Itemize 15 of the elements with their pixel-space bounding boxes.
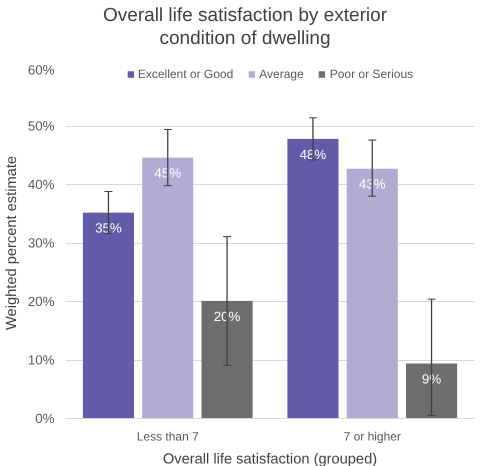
legend-label: Excellent or Good	[138, 67, 234, 81]
x-tick-label: Less than 7	[136, 430, 200, 444]
y-tick-label: 10%	[28, 352, 55, 368]
x-tick-label: 7 or higher	[344, 430, 401, 444]
chart-title: Overall life satisfaction by exterior condition of dwelling	[102, 5, 388, 51]
y-tick-label: 40%	[28, 177, 55, 192]
legend-label: Poor or Serious	[330, 67, 414, 81]
y-tick-label: 60%	[28, 62, 55, 78]
y-axis-title: Weighted percent estimate	[4, 156, 20, 330]
y-tick-label: 0%	[35, 411, 55, 426]
legend-label: Average	[259, 67, 304, 81]
y-tick-label: 20%	[28, 294, 55, 309]
y-tick-label: 30%	[28, 236, 55, 250]
y-tick-label: 50%	[28, 118, 55, 134]
data-label: 9%	[422, 372, 442, 387]
